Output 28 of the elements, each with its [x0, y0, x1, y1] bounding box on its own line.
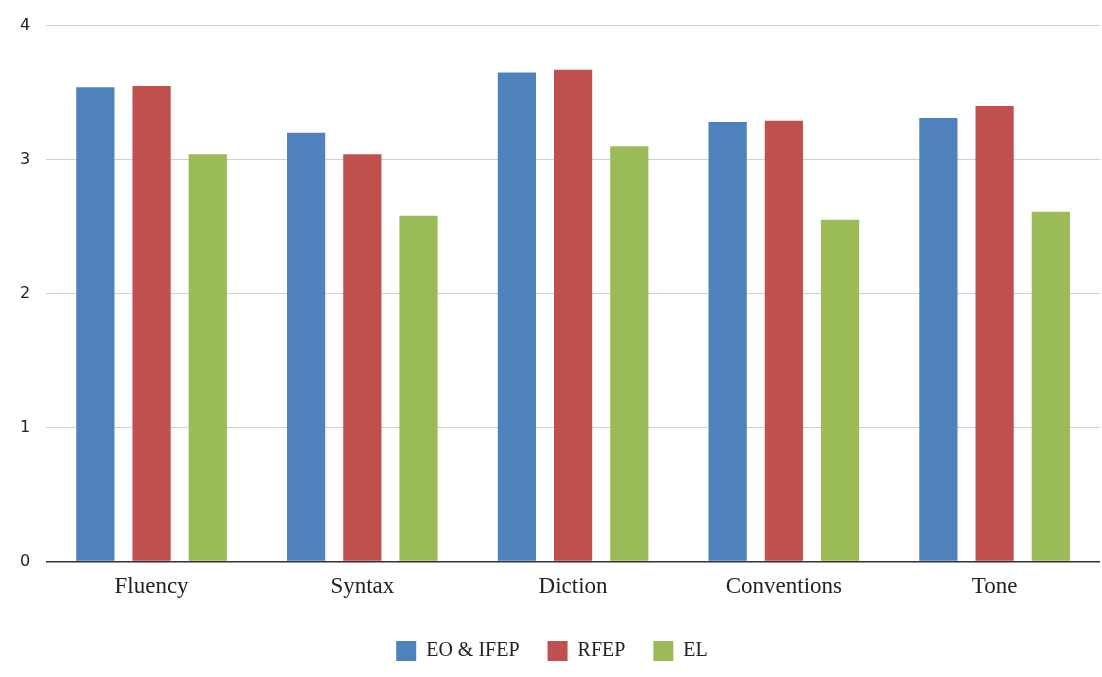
x-tick-label: Diction: [538, 573, 609, 599]
y-tick-label: 3: [19, 148, 31, 168]
bar: [610, 146, 649, 561]
bar: [132, 85, 171, 561]
bar: [708, 122, 747, 561]
legend-label: EL: [683, 638, 708, 661]
bar: [188, 154, 227, 561]
bar: [820, 219, 860, 561]
bar: [764, 120, 803, 561]
y-tick-label: 1: [19, 416, 31, 436]
bar: [76, 87, 115, 561]
y-tick-label: 0: [19, 550, 31, 570]
x-tick-label: Conventions: [725, 573, 843, 599]
bar: [919, 118, 958, 561]
bar: [497, 72, 536, 561]
bar: [287, 132, 326, 561]
legend-label: EO & IFEP: [426, 638, 520, 661]
legend-label: RFEP: [577, 638, 626, 661]
bar: [975, 105, 1014, 561]
bar: [343, 154, 382, 561]
x-tick-label: Fluency: [114, 573, 190, 599]
y-tick-label: 4: [19, 14, 31, 34]
y-tick-label: 2: [19, 282, 31, 302]
bar: [1031, 211, 1070, 561]
x-tick-label: Syntax: [330, 573, 395, 599]
x-tick-label: Tone: [971, 573, 1018, 599]
bar: [553, 69, 593, 561]
bar: [399, 215, 438, 561]
